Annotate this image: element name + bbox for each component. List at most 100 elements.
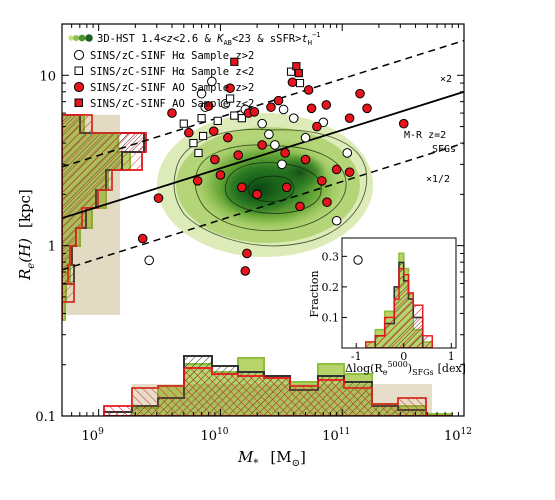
inset-y-tick-label: 0.1 [322,311,340,324]
data-point [208,126,219,136]
data-point [288,113,299,123]
y-tick-label: 10 [39,69,56,84]
data-point [286,67,296,76]
relation-line-1 [62,39,464,168]
data-point [300,154,311,165]
data-point [167,108,177,118]
data-point [331,164,342,175]
x-tick-label: 1012 [444,427,472,444]
data-point [281,182,292,193]
data-point [344,113,355,123]
y-tick-label: 1 [48,240,56,255]
data-point [179,119,188,128]
data-point [207,76,217,87]
inset-y-tick-label: 0.2 [322,281,340,294]
svg-text:SINS/zC-SINF Hα Sample z>2: SINS/zC-SINF Hα Sample z>2 [90,50,254,62]
inset-x-label: Δlog(Re5000)SFGs [dex] [345,360,466,377]
legend: 3D-HST 1.4<z<2.6 & KAB<23 & sSFR>tH−1 SI… [68,31,320,110]
data-point [242,248,252,259]
inset-outlier-point [353,255,363,265]
svg-text:SINS/zC-SINF AO Sample z<2: SINS/zC-SINF AO Sample z<2 [90,98,254,110]
y-tick-label: 0.1 [35,410,56,425]
data-point [230,111,239,120]
data-point [331,215,342,226]
data-point [277,159,287,170]
hist-left-ao [62,114,147,320]
svg-text:SINS/zC-SINF Hα Sample z<2: SINS/zC-SINF Hα Sample z<2 [90,66,254,78]
data-point [266,102,276,112]
data-point [362,103,372,114]
data-point [300,132,311,143]
line-label-sfgs: SFGs [432,144,456,155]
data-point [303,85,314,95]
data-point [249,107,260,117]
data-point [342,148,353,158]
x-axis-label: M* [M⊙] [237,448,306,469]
inset-y-label: Fraction [308,270,321,317]
data-point [270,140,280,150]
hist-bottom-ao [103,367,452,416]
data-point [225,94,235,103]
data-point [192,176,203,186]
inset-panel: -1 0 1 0.1 0.2 0.3 Fraction Δlog(Re5000)SFGs[… [308,237,466,377]
legend-item-ha-z-gt-2: SINS/zC-SINF Hα Sample z>2 [73,49,254,62]
line-label-x2: ×2 [440,74,452,85]
data-point [144,255,154,266]
data-point [344,167,355,177]
line-label-mr: M-R z=2 [404,130,446,141]
data-point [233,150,244,160]
data-point [196,88,207,99]
data-point [198,131,208,141]
inset-x-tick-label: -1 [351,350,362,363]
data-point [355,88,365,99]
data-point [278,104,289,115]
inset-x-tick-label: 1 [448,350,455,363]
data-point [225,83,235,93]
data-point [264,129,274,140]
inset-x-tick-label: 0 [400,350,407,363]
data-point [280,148,290,158]
inset-y-tick-label: 0.3 [322,250,340,263]
data-point [273,95,284,106]
x-tick-label: 109 [82,427,105,444]
data-point [292,62,301,71]
line-label-half: ×1/2 [426,174,450,185]
data-point [213,116,222,125]
data-point [398,118,409,129]
legend-item-ao-z-gt-2: SINS/zC-SINF AO Sample z>2 [73,81,254,94]
inset-hist-ao [365,267,433,348]
data-point [306,103,317,114]
y-axis-label: Re(H)[kpc] [16,189,37,281]
data-point [312,121,322,132]
relation-line-0 [62,90,464,220]
data-point [230,57,239,66]
data-point [215,170,226,180]
data-point [184,127,194,138]
data-point [321,100,332,110]
data-point [317,176,327,186]
data-point [194,148,203,158]
x-tick-label: 1011 [322,427,350,444]
data-point [137,233,148,244]
data-point [210,154,220,165]
data-point [203,101,214,111]
svg-text:3D-HST 1.4<z<2.6 & KAB<23 & sS: 3D-HST 1.4<z<2.6 & KAB<23 & sSFR>tH−1 [97,31,320,47]
data-point [257,118,267,129]
legend-item-ao-z-lt-2: SINS/zC-SINF AO Sample z<2 [74,98,254,110]
plot-frame [61,23,465,417]
data-point [153,193,164,203]
svg-text:SINS/zC-SINF AO Sample z>2: SINS/zC-SINF AO Sample z>2 [90,82,254,94]
hist-bottom-overlap [132,384,432,416]
data-point [294,68,303,78]
legend-item-ha-z-lt-2: SINS/zC-SINF Hα Sample z<2 [74,66,254,78]
data-point [295,201,305,212]
relation-line-2 [62,142,464,271]
data-point [252,189,262,200]
data-point [287,77,298,88]
data-point [237,114,246,123]
data-point [257,140,267,150]
data-point [223,132,233,143]
data-point [295,78,305,88]
